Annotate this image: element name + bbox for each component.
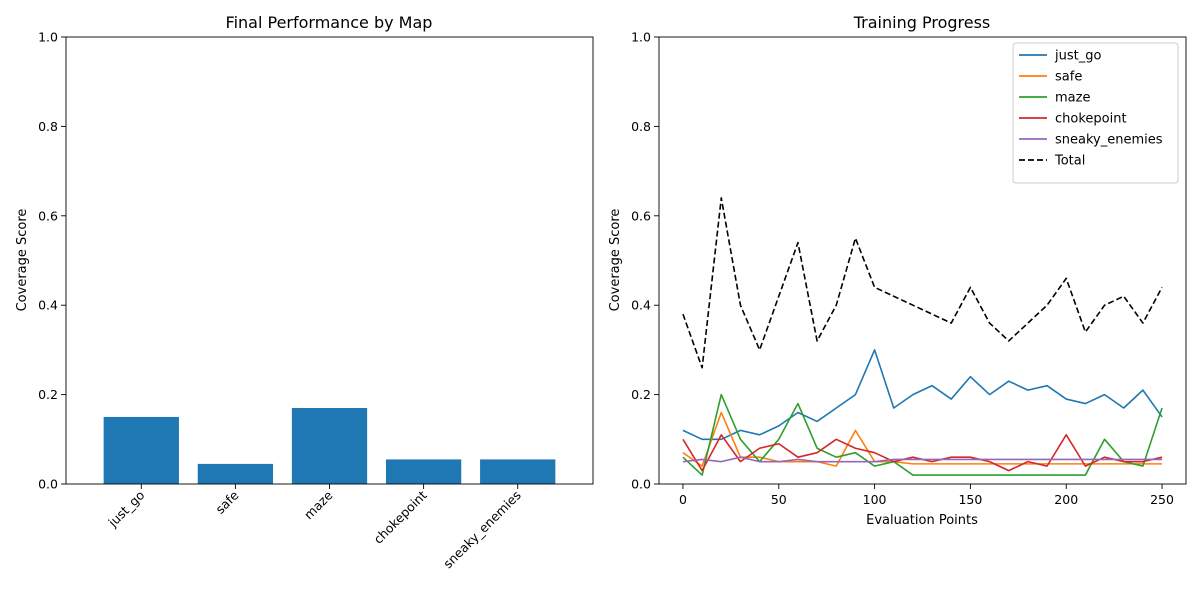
y-tick-label: 0.8 [631, 119, 651, 134]
y-tick-label: 0.4 [631, 298, 651, 313]
line-chart-y-ticks: 0.0 0.2 0.4 0.6 0.8 1.0 [631, 30, 659, 492]
legend-label: Total [1054, 154, 1085, 169]
legend-label: sneaky_enemies [1055, 133, 1163, 148]
x-tick-label: 50 [771, 492, 787, 507]
bar-just_go [103, 416, 179, 484]
y-tick-label: 0.6 [631, 208, 651, 223]
bar-sneaky_enemies [480, 459, 556, 484]
y-tick-label: 0.2 [631, 387, 651, 402]
x-tick-label: 100 [863, 492, 887, 507]
y-tick-label: 1.0 [631, 30, 651, 45]
bar-chart-frame [65, 36, 594, 485]
bar-chart-title: Final Performance by Map [226, 13, 433, 32]
line-chart-frame [658, 36, 1187, 485]
bar-group [103, 408, 556, 484]
y-tick-label: 0.6 [38, 208, 58, 223]
y-tick-label: 0.0 [38, 477, 58, 492]
x-tick-label: 0 [679, 492, 687, 507]
line-chart: Training Progress Coverage Score Evaluat… [608, 13, 1187, 528]
series-line-Total [682, 197, 1163, 369]
legend-box [1012, 42, 1179, 184]
y-tick-label: 0.0 [631, 477, 651, 492]
series-line-just_go [682, 349, 1163, 441]
series-line-maze [682, 393, 1163, 476]
line-series-group [682, 197, 1163, 476]
bar-safe [197, 463, 274, 484]
y-tick-label: 0.8 [38, 119, 58, 134]
line-chart-title: Training Progress [853, 13, 991, 32]
legend-label: safe [1055, 70, 1082, 85]
y-tick-label: 0.4 [38, 298, 58, 313]
bar-chart-y-ticks: 0.0 0.2 0.4 0.6 0.8 1.0 [38, 30, 66, 492]
series-line-sneaky_enemies [682, 456, 1163, 463]
x-tick-label: 150 [958, 492, 982, 507]
y-tick-label: 0.2 [38, 387, 58, 402]
bar-chokepoint [385, 459, 462, 484]
x-tick-label: 250 [1150, 492, 1174, 507]
bar-chart-ylabel: Coverage Score [15, 209, 30, 312]
line-chart-xlabel: Evaluation Points [866, 513, 978, 528]
legend-label: just_go [1054, 49, 1101, 64]
line-chart-ylabel: Coverage Score [608, 209, 623, 312]
legend-label: chokepoint [1055, 112, 1127, 127]
y-tick-label: 1.0 [38, 30, 58, 45]
bar-maze [291, 408, 368, 484]
legend-label: maze [1055, 91, 1090, 106]
x-tick-label: 200 [1054, 492, 1078, 507]
line-chart-x-ticks: 0 50 100 150 200 250 [679, 484, 1174, 507]
